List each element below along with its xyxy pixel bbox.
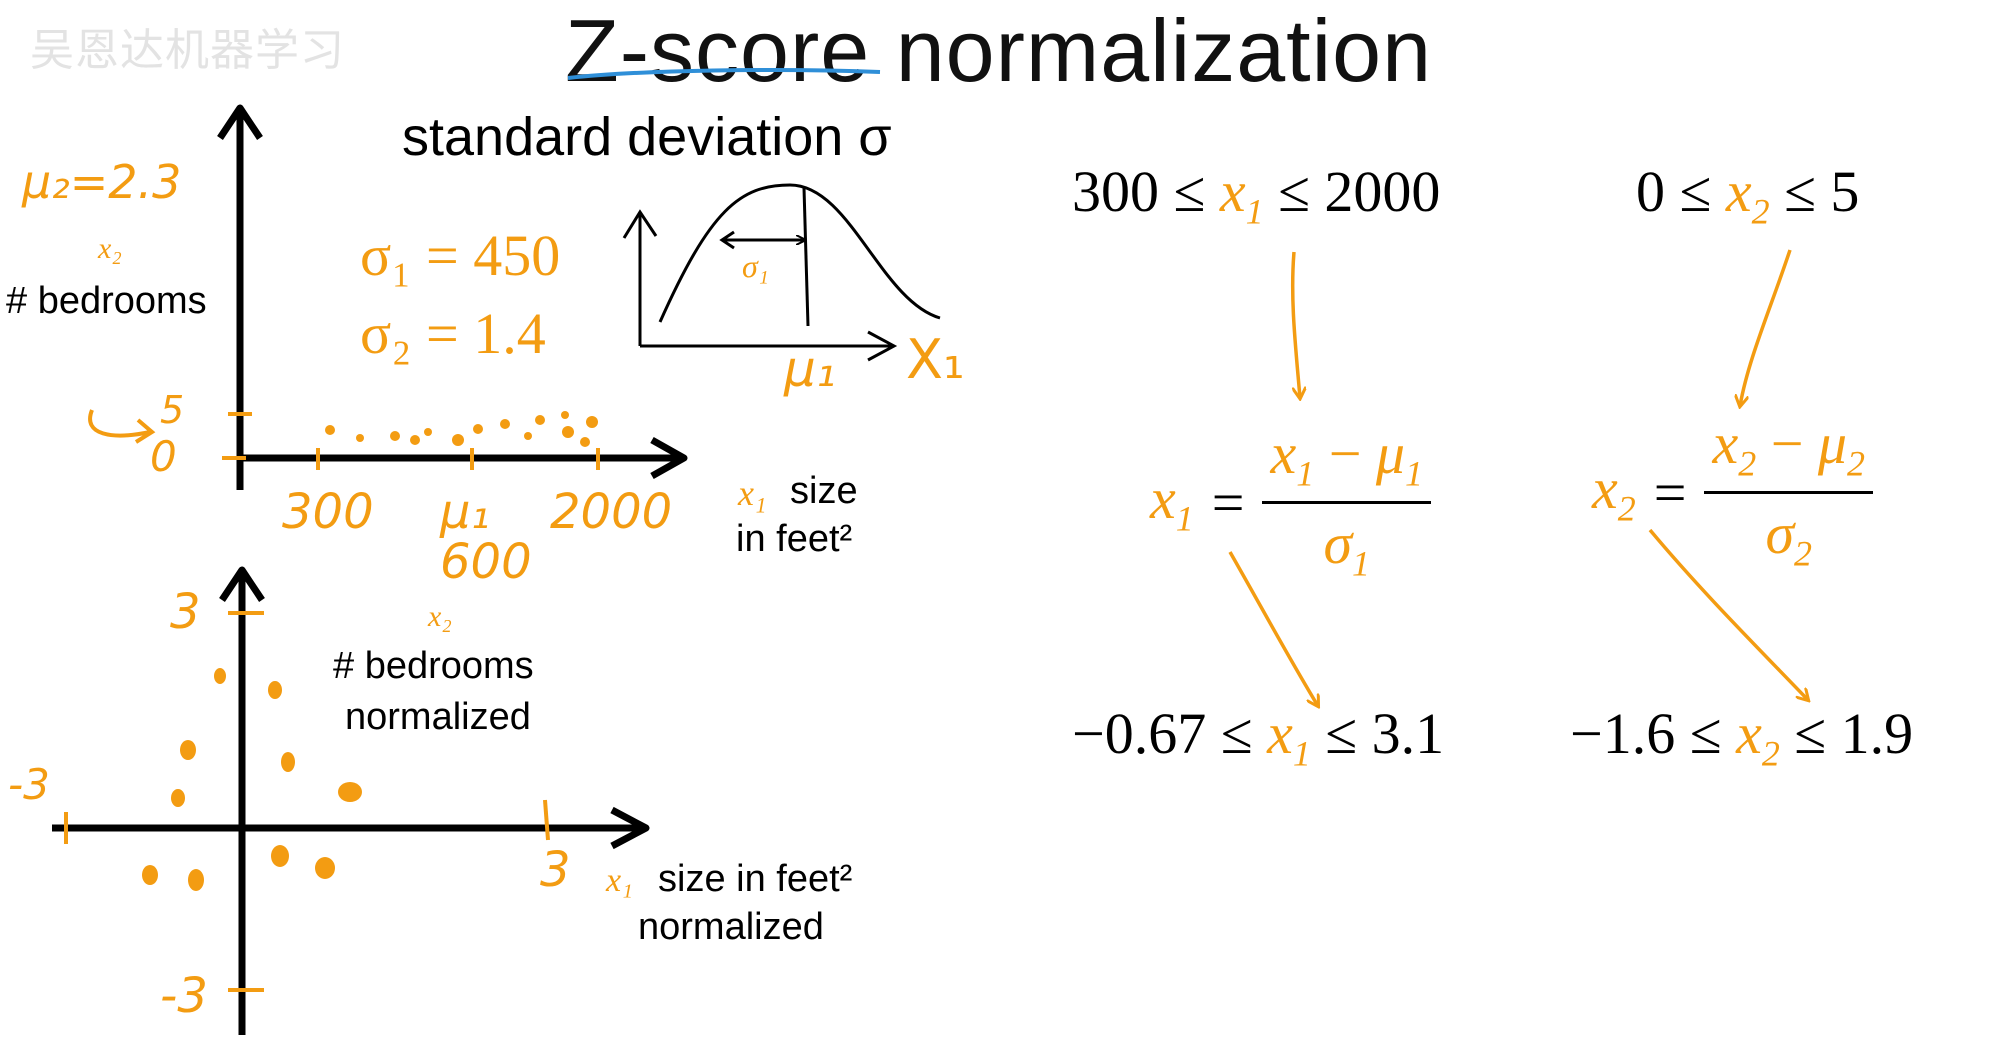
top-plot-axes [217,104,688,490]
result-x1: −0.67 ≤ x1 ≤ 3.1 [1072,701,1445,774]
mu2-label: μ₂=2.3 [22,155,182,209]
curve-sigma-label: σ₁ [742,248,769,284]
sigma2-value: σ₂ = 1.4 [360,301,546,366]
top-scatter-points [325,411,598,447]
watermark: 吴恩达机器学习 [30,25,345,76]
bottom-scatter-points [142,668,362,891]
bottom-plot-axes [52,566,650,1035]
x-tick-300: 300 [282,484,374,540]
flow-arrows [1228,249,1808,706]
bottom-x-axis-label-line2: normalized [638,906,824,948]
x-tick-mu1: μ₁ [440,484,490,540]
range-x2: 0 ≤ x2 ≤ 5 [1636,159,1860,232]
result-x1-var: x1 [1267,701,1311,774]
bottom-y-axis-variable: x₂ [428,600,452,633]
range-x1-var: x1 [1219,159,1264,232]
mu1-value: 600 [440,534,532,590]
formula-x1: x1 = x1 − μ1 σ1 [1150,420,1432,584]
curve-x-label: X₁ [906,328,965,391]
page-title: Z-score normalization [565,1,1433,100]
curve-mu-label: μ₁ [784,340,836,398]
y-tick-0: 0 [150,432,177,481]
bottom-y-axis-label-line2: normalized [345,696,531,738]
bottom-x-axis-variable: x₁ [606,862,633,899]
range-x1: 300 ≤ x1 ≤ 2000 [1072,159,1441,232]
y-tick-5: 5 [160,388,185,432]
std-dev-heading: standard deviation σ [402,107,892,167]
bottom-x-axis-label-line1: size in feet² [658,858,853,900]
formula-x2: x2 = x2 − μ2 σ2 [1592,410,1874,574]
x-tick-2000: 2000 [550,484,673,540]
top-plot-ticks [222,412,600,470]
bottom-y-tick-neg3: -3 [160,968,208,1024]
bottom-y-tick-3: 3 [170,584,201,640]
bell-curve [622,183,941,362]
result-x2-var: x2 [1736,701,1780,774]
title-underline [567,68,881,80]
range-x2-var: x2 [1725,159,1770,232]
result-x2: −1.6 ≤ x2 ≤ 1.9 [1570,701,1914,774]
bottom-y-axis-label-line1: # bedrooms [333,645,534,687]
sigma1-value: σ₁ = 450 [360,223,561,288]
zero-hand-arrow [88,409,151,438]
x-axis-label-line1: size [790,470,858,512]
y-axis-variable: x₂ [98,232,122,265]
bottom-plot-ticks [64,611,550,992]
y-axis-label: # bedrooms [6,280,207,322]
bottom-x-tick-3: 3 [540,842,571,898]
bottom-x-tick-neg3: -3 [8,760,50,809]
x-axis-label-line2: in feet² [736,518,853,560]
x-axis-variable: x₁ [738,473,767,513]
